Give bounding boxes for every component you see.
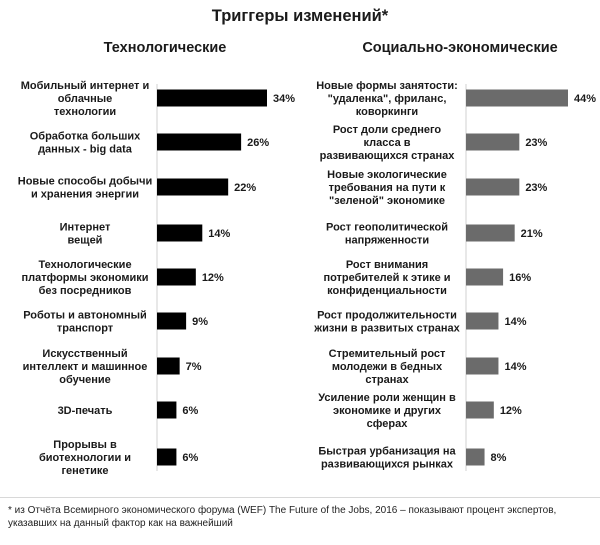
socio-bar: [466, 448, 485, 466]
tech-category-label: Технологические платформы экономики без по…: [21, 259, 148, 297]
footnote: * из Отчёта Всемирного экономического фо…: [8, 505, 557, 529]
panel-title-socioeconomic: Социально-экономические: [362, 40, 558, 56]
panel-technological: Мобильный интернет и облачные технологии 34…: [18, 80, 295, 477]
socio-value-label: 14%: [504, 316, 526, 328]
panel-socioeconomic: Новые формы занятости: "удаленка", фрилан…: [313, 80, 596, 471]
socio-category-label: Новые формы занятости: "удаленка", фрилан…: [316, 80, 458, 118]
socio-value-label: 16%: [509, 272, 531, 284]
socio-category-label: Рост продолжительности жизни в развитых с…: [313, 310, 460, 335]
tech-value-label: 6%: [182, 452, 198, 464]
tech-bar: [157, 448, 177, 466]
socio-value-label: 21%: [521, 228, 543, 240]
socio-bar: [466, 224, 515, 242]
tech-value-label: 26%: [247, 137, 269, 149]
socio-value-label: 8%: [491, 452, 507, 464]
socio-value-label: 23%: [525, 182, 547, 194]
tech-bar: [157, 357, 180, 375]
tech-category-label: Прорывы в биотехнологии и генетике: [39, 439, 131, 477]
tech-category-label: Роботы и автономный транспорт: [23, 310, 147, 335]
tech-category-label: Искусственный интеллект и машинное обучени…: [23, 348, 148, 386]
socio-value-label: 23%: [525, 137, 547, 149]
panel-title-technological: Технологические: [103, 40, 227, 56]
tech-value-label: 9%: [192, 316, 208, 328]
socio-bar: [466, 312, 499, 330]
socio-bar: [466, 178, 520, 196]
tech-value-label: 7%: [186, 361, 202, 373]
tech-value-label: 12%: [202, 272, 224, 284]
bar-charts: Мобильный интернет и облачные технологии 34…: [18, 80, 596, 477]
tech-bar: [157, 312, 187, 330]
tech-category-label: Мобильный интернет и облачные технологии: [21, 80, 150, 118]
socio-value-label: 14%: [504, 361, 526, 373]
socio-value-label: 12%: [500, 405, 522, 417]
socio-category-label: Быстрая урбанизация на развивающихся рынк…: [318, 446, 456, 471]
tech-category-label: Новые способы добычи и хранения энергии: [18, 176, 152, 201]
footnote-divider: [0, 497, 600, 498]
socio-category-label: Рост внимания потребителей к этике и конфи…: [323, 259, 450, 297]
socio-value-label: 44%: [574, 93, 596, 105]
tech-value-label: 6%: [182, 405, 198, 417]
socio-category-label: Стремительный рост молодежи в бедных стран…: [329, 348, 446, 386]
socio-bar: [466, 133, 520, 151]
tech-category-label: Обработка больших данных - big data: [30, 131, 141, 156]
socio-bar: [466, 357, 499, 375]
tech-value-label: 22%: [234, 182, 256, 194]
chart-title: Триггеры изменений*: [211, 7, 389, 25]
socio-bar: [466, 401, 494, 419]
tech-bar: [157, 133, 242, 151]
socio-bar: [466, 89, 568, 107]
socio-category-label: Новые экологические требования на пути к "…: [327, 169, 447, 207]
tech-bar: [157, 178, 229, 196]
tech-bar: [157, 401, 177, 419]
tech-value-label: 34%: [273, 93, 295, 105]
tech-category-label: 3D-печать: [58, 405, 113, 417]
tech-bar: [157, 268, 196, 286]
tech-bar: [157, 89, 267, 107]
tech-value-label: 14%: [208, 228, 230, 240]
socio-category-label: Рост доли среднего класса в развивающихся …: [320, 124, 456, 162]
socio-category-label: Усиление роли женщин в экономике и других…: [318, 392, 456, 430]
socio-bar: [466, 268, 504, 286]
tech-category-label: Интернет вещей: [60, 222, 111, 247]
tech-bar: [157, 224, 203, 242]
socio-category-label: Рост геополитической напряженности: [326, 222, 448, 247]
